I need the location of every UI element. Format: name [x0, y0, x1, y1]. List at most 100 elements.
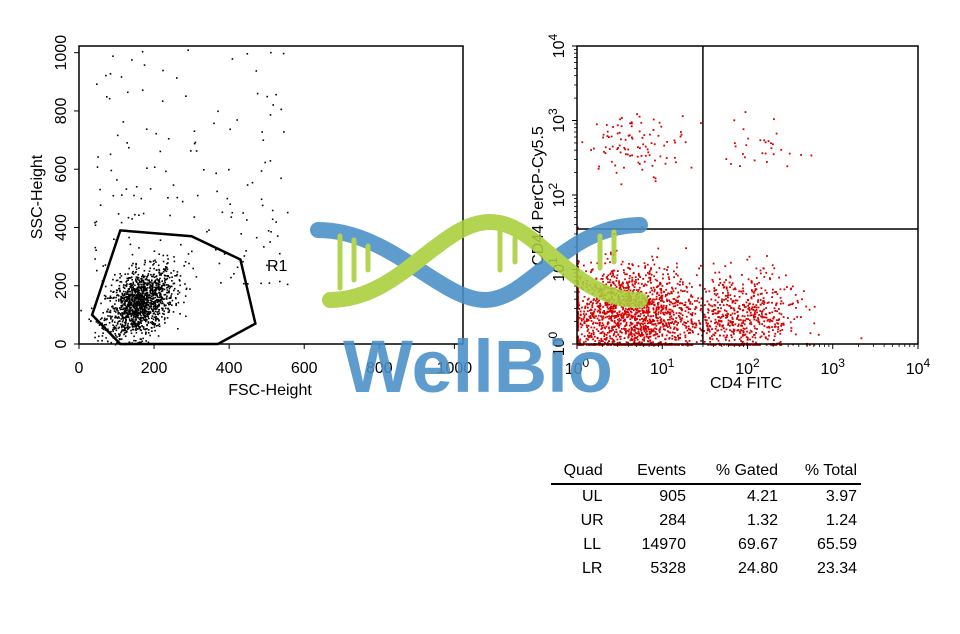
data-point	[119, 290, 121, 293]
data-point	[213, 122, 215, 125]
data-point	[611, 341, 614, 344]
data-point	[633, 339, 636, 342]
data-point	[642, 143, 645, 146]
data-point	[203, 169, 205, 171]
data-point	[713, 304, 716, 306]
data-point	[686, 291, 689, 293]
data-point	[136, 276, 139, 279]
data-point	[633, 280, 636, 283]
data-point	[755, 341, 757, 344]
data-point	[142, 286, 144, 289]
data-point	[714, 299, 717, 302]
data-point	[714, 318, 717, 321]
data-point	[94, 331, 97, 334]
data-point	[143, 275, 145, 278]
data-point	[144, 278, 147, 281]
data-point	[136, 325, 138, 327]
data-point	[691, 286, 693, 288]
data-point	[583, 335, 586, 338]
data-point	[616, 323, 619, 325]
data-point	[729, 276, 732, 279]
data-point	[156, 313, 159, 315]
data-point	[745, 144, 748, 147]
data-point	[660, 310, 662, 312]
data-point	[790, 329, 793, 332]
data-point	[134, 313, 136, 315]
data-point	[120, 299, 123, 302]
data-point	[671, 310, 674, 312]
data-point	[120, 318, 122, 320]
data-point	[630, 310, 632, 313]
data-point	[719, 282, 722, 284]
data-point	[144, 312, 146, 315]
data-point	[677, 344, 680, 346]
data-point	[674, 301, 677, 304]
data-point	[699, 309, 702, 312]
data-point	[733, 330, 735, 332]
data-point	[591, 302, 594, 305]
data-point	[149, 321, 152, 324]
data-point	[167, 197, 169, 199]
data-point	[668, 278, 671, 280]
data-point	[591, 304, 594, 307]
data-point	[725, 314, 727, 317]
data-point	[667, 318, 669, 321]
data-point	[604, 262, 607, 265]
data-point	[127, 290, 129, 292]
data-point	[643, 160, 646, 163]
data-point	[619, 344, 622, 346]
data-point	[593, 310, 595, 313]
data-point	[662, 301, 665, 303]
data-point	[149, 334, 151, 337]
data-point	[741, 315, 744, 317]
y-tick-label: 103	[546, 108, 568, 133]
data-point	[747, 318, 750, 320]
data-point	[633, 341, 636, 343]
data-point	[166, 262, 168, 265]
data-point	[101, 339, 103, 342]
data-point	[684, 324, 686, 327]
data-point	[728, 344, 730, 346]
data-point	[162, 298, 164, 300]
data-point	[636, 308, 639, 310]
data-point	[143, 64, 146, 66]
data-point	[722, 286, 725, 289]
data-point	[648, 331, 651, 333]
data-point	[110, 318, 112, 320]
data-point	[616, 313, 619, 316]
data-point	[752, 340, 754, 343]
gate-r1-polygon	[90, 229, 257, 346]
data-point	[752, 303, 755, 306]
data-point	[102, 265, 104, 267]
data-point	[665, 305, 668, 307]
data-point	[687, 332, 690, 334]
data-point	[673, 302, 676, 305]
data-point	[152, 293, 155, 295]
data-point	[94, 246, 97, 249]
data-point	[739, 324, 742, 327]
data-point	[136, 300, 138, 302]
data-point	[143, 263, 146, 266]
data-point	[683, 290, 686, 292]
data-point	[137, 295, 140, 297]
data-point	[663, 144, 666, 147]
data-point	[131, 328, 134, 331]
data-point	[152, 308, 155, 310]
data-point	[155, 318, 157, 320]
data-point	[615, 279, 618, 282]
data-point	[780, 322, 783, 325]
data-point	[677, 337, 680, 339]
data-point	[597, 314, 600, 317]
data-point	[176, 271, 179, 273]
data-point	[118, 284, 121, 287]
data-point	[767, 330, 770, 333]
data-point	[215, 249, 217, 251]
data-point	[146, 276, 148, 278]
data-point	[760, 335, 763, 338]
data-point	[594, 299, 597, 302]
data-point	[274, 265, 277, 267]
data-point	[625, 311, 627, 314]
data-point	[122, 294, 124, 296]
data-point	[606, 135, 609, 137]
data-point	[615, 335, 617, 338]
